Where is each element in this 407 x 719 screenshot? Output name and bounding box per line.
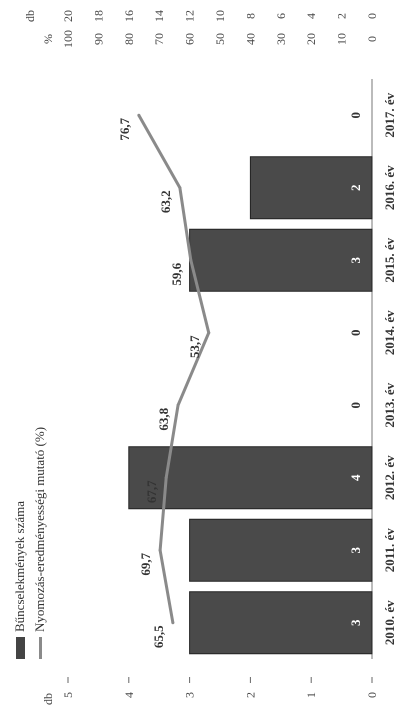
bar (189, 591, 373, 655)
right-axis-db-tick-label: 10 (213, 10, 227, 22)
category-label: 2010. év (382, 600, 397, 645)
left-axis-tick-label: 5 (61, 692, 75, 698)
line-value-label: 63,8 (156, 407, 171, 430)
right-axis-db-tick-label: 0 (365, 13, 379, 19)
left-axis-unit: db (41, 693, 55, 705)
right-axis-db-tick-label: 18 (91, 10, 105, 22)
right-axis-db-tick-label: 16 (122, 10, 136, 22)
legend-line-swatch (38, 637, 42, 659)
right-axis-pct-tick-label: 90 (91, 33, 105, 45)
right-axis-unit-db: db (23, 10, 37, 22)
right-axis-db-tick-label: 14 (152, 10, 166, 22)
line-value-label: 59,6 (169, 262, 184, 285)
legend-item-line: Nyomozás-eredményességi mutató (%) (30, 427, 50, 659)
legend-line-label: Nyomozás-eredményességi mutató (%) (32, 426, 47, 632)
line-value-label: 69,7 (138, 552, 153, 575)
left-axis-tick-label: 3 (183, 692, 197, 698)
legend-bar-label: Bűncselekmények száma (12, 500, 27, 632)
right-axis-db-tick-label: 4 (304, 13, 318, 19)
left-axis-tick-label: 1 (304, 692, 318, 698)
category-label: 2012. év (382, 455, 397, 500)
left-axis-tick-label: 2 (243, 692, 257, 698)
right-axis-pct-tick-label: 20 (304, 33, 318, 45)
line-value-label: 67,7 (144, 480, 159, 503)
line-point (207, 331, 211, 335)
category-label: 2016. év (382, 165, 397, 210)
line-point (158, 548, 162, 552)
right-axis-db-tick-label: 12 (183, 10, 197, 22)
line-point (189, 258, 193, 262)
bar-value-label: 3 (348, 547, 363, 554)
right-axis-db-tick-label: 8 (243, 13, 257, 19)
bar-value-label: 0 (348, 402, 363, 409)
bar (128, 446, 373, 510)
right-axis-db-tick-label: 2 (335, 13, 349, 19)
right-axis-unit-pct: % (41, 34, 55, 44)
line-value-label: 65,5 (151, 625, 166, 648)
line-value-label: 63,2 (158, 190, 173, 213)
line-value-label: 53,7 (187, 335, 202, 358)
category-label: 2015. év (382, 237, 397, 282)
category-label: 2013. év (382, 382, 397, 427)
category-label: 2011. év (382, 528, 397, 573)
right-axis-db-tick-label: 6 (274, 13, 288, 19)
bar-value-label: 2 (348, 185, 363, 192)
line-point (164, 476, 168, 480)
category-label: 2014. év (382, 310, 397, 355)
right-axis-pct-tick-label: 70 (152, 33, 166, 45)
bar (189, 228, 373, 292)
bar (189, 518, 373, 582)
bar-value-label: 0 (348, 330, 363, 337)
bar-value-label: 3 (348, 619, 363, 626)
legend: Bűncselekmények száma Nyomozás-eredménye… (10, 427, 50, 659)
line-point (178, 186, 182, 190)
bar-value-label: 3 (348, 257, 363, 264)
right-axis-pct-tick-label: 50 (213, 33, 227, 45)
right-axis-pct-tick-label: 30 (274, 33, 288, 45)
right-axis-pct-tick-label: 100 (61, 30, 75, 48)
bar-value-label: 0 (348, 112, 363, 119)
bar (249, 156, 373, 220)
right-axis-pct-tick-label: 10 (335, 33, 349, 45)
left-axis-tick-label: 0 (365, 692, 379, 698)
line-point (137, 113, 141, 117)
right-axis-pct-tick-label: 0 (365, 36, 379, 42)
right-axis-db-tick-label: 20 (61, 10, 75, 22)
category-label: 2017. év (382, 92, 397, 137)
legend-bar-swatch (15, 637, 25, 659)
line-point (176, 403, 180, 407)
legend-item-bars: Bűncselekmények száma (10, 427, 30, 659)
line-point (171, 621, 175, 625)
bar-value-label: 4 (348, 474, 363, 481)
right-axis-pct-tick-label: 80 (122, 33, 136, 45)
right-axis-pct-tick-label: 60 (183, 33, 197, 45)
line-value-label: 76,7 (117, 117, 132, 140)
left-axis-tick-label: 4 (122, 692, 136, 698)
line-series-path (137, 114, 211, 624)
right-axis-pct-tick-label: 40 (243, 33, 257, 45)
